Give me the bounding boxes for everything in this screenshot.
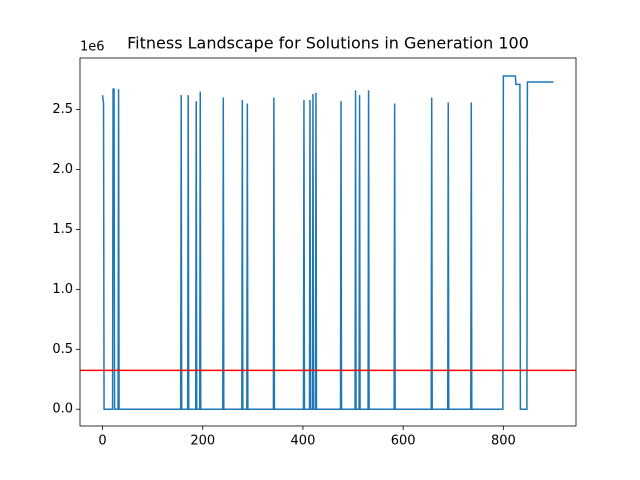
y-tick-label: 2.5 (52, 102, 73, 117)
data-line (101, 75, 554, 410)
y-tick-label: 0.5 (52, 342, 73, 357)
y-tick-label: 0.0 (52, 402, 73, 417)
x-tick-label: 600 (391, 434, 416, 449)
plot-frame (79, 57, 577, 427)
x-tick-label: 400 (291, 434, 316, 449)
x-tick-label: 0 (98, 434, 106, 449)
y-tick-label: 1.0 (52, 282, 73, 297)
y-tick-label: 1.5 (52, 222, 73, 237)
x-tick-label: 200 (190, 434, 215, 449)
y-offset-label: 1e6 (80, 40, 105, 55)
chart-title: Fitness Landscape for Solutions in Gener… (127, 34, 529, 53)
x-tick-label: 800 (491, 434, 516, 449)
y-tick-label: 2.0 (52, 162, 73, 177)
